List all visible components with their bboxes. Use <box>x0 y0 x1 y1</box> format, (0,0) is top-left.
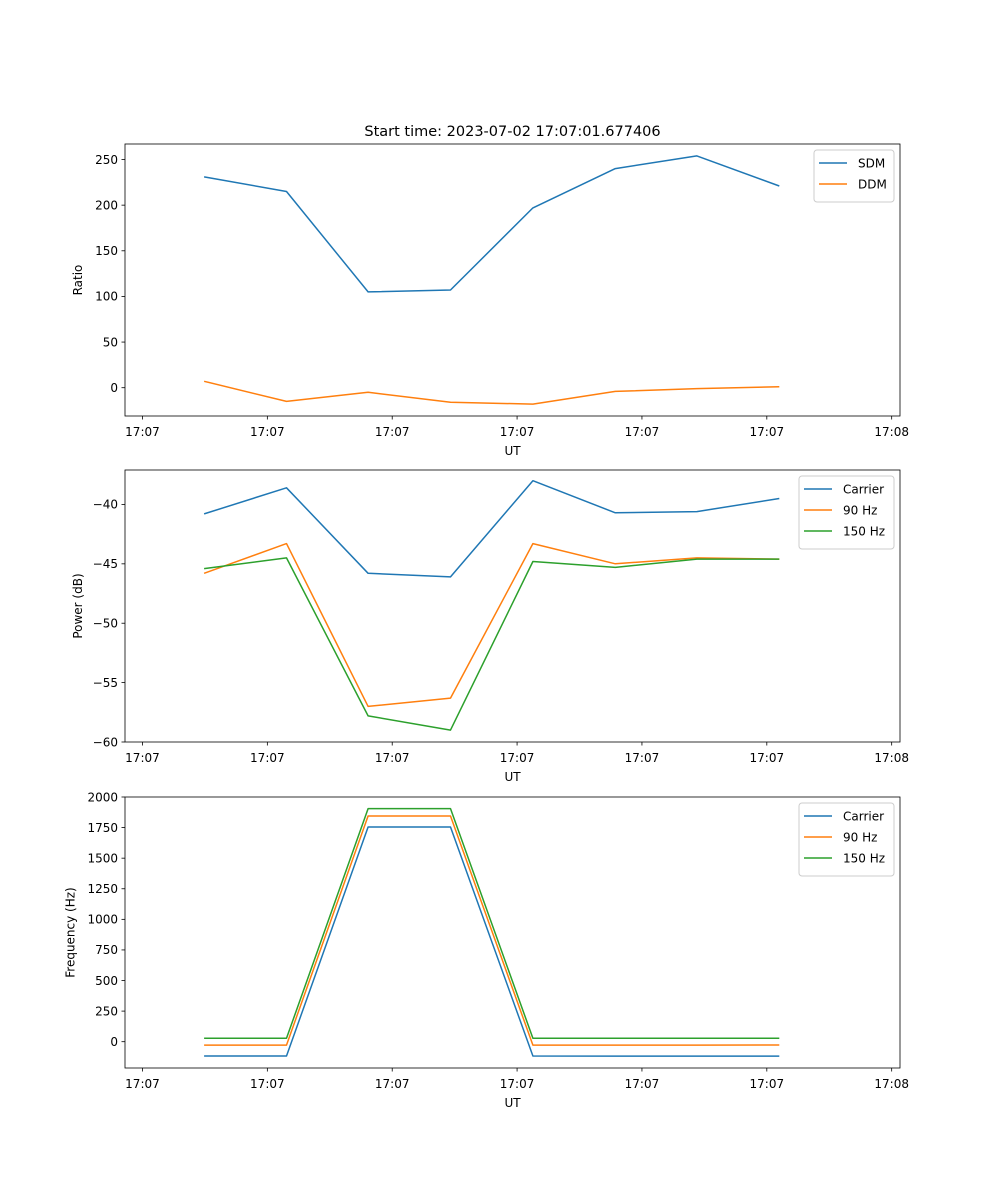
y-tick-label: 0 <box>110 381 118 395</box>
y-tick-label: −60 <box>93 735 118 749</box>
y-tick-label: 750 <box>95 943 118 957</box>
x-axis-label: UT <box>504 1096 521 1110</box>
y-tick-label: 50 <box>103 335 118 349</box>
y-tick-label: 100 <box>95 290 118 304</box>
legend-entry: DDM <box>858 177 887 191</box>
x-tick-label: 17:07 <box>500 751 535 765</box>
y-tick-label: 1500 <box>87 851 118 865</box>
x-tick-label: 17:07 <box>750 1077 785 1091</box>
legend: SDM DDM <box>813 149 895 203</box>
y-tick-label: 250 <box>95 1004 118 1018</box>
series-line-90-hz <box>204 815 780 1046</box>
x-tick-label: 17:07 <box>250 425 285 439</box>
x-tick-label: 17:07 <box>750 751 785 765</box>
x-tick-label: 17:07 <box>125 751 160 765</box>
y-tick-label: −50 <box>93 617 118 631</box>
series-line-sdm <box>203 155 780 293</box>
y-tick-label: −40 <box>93 498 118 512</box>
y-tick-label: 200 <box>95 198 118 212</box>
y-tick-label: 150 <box>95 244 118 258</box>
x-tick-label: 17:07 <box>625 425 660 439</box>
x-tick-label: 17:08 <box>874 1077 909 1091</box>
y-axis-label: Power (dB) <box>71 573 85 638</box>
panel-1: 17:07 17:07 17:07 17:07 17:07 17:07 17:08 UT 0 50… <box>71 143 909 458</box>
series-line-150-hz <box>204 557 780 731</box>
x-tick-label: 17:07 <box>750 425 785 439</box>
y-tick-label: −55 <box>93 676 118 690</box>
x-tick-label: 17:07 <box>500 1077 535 1091</box>
y-tick-label: 500 <box>95 974 118 988</box>
x-tick-label: 17:08 <box>874 425 909 439</box>
series-line-90-hz <box>203 542 780 708</box>
series-line-150-hz <box>204 807 780 1040</box>
legend: Carrier 90 Hz 150 Hz <box>798 475 895 550</box>
x-tick-label: 17:07 <box>250 1077 285 1091</box>
x-tick-label: 17:07 <box>375 425 410 439</box>
x-axis-label: UT <box>504 444 521 458</box>
x-tick-label: 17:08 <box>874 751 909 765</box>
legend-entry: 150 Hz <box>843 524 885 538</box>
legend-entry: 90 Hz <box>843 830 877 844</box>
x-axis-label: UT <box>504 770 521 784</box>
legend-entry: SDM <box>858 156 885 170</box>
panel-2: 17:07 17:07 17:07 17:07 17:07 17:07 17:08 UT −60… <box>71 469 909 784</box>
y-tick-label: 0 <box>110 1035 118 1049</box>
x-tick-label: 17:07 <box>375 1077 410 1091</box>
y-tick-label: 2000 <box>87 790 118 804</box>
y-tick-label: 250 <box>95 153 118 167</box>
axes-frame <box>124 469 901 743</box>
y-tick-label: −45 <box>93 557 118 571</box>
x-tick-label: 17:07 <box>625 1077 660 1091</box>
series-line-carrier <box>203 479 780 578</box>
x-tick-label: 17:07 <box>500 425 535 439</box>
series-line-ddm <box>203 380 780 405</box>
legend: Carrier 90 Hz 150 Hz <box>798 802 895 877</box>
panel-3: 17:07 17:07 17:07 17:07 17:07 17:07 17:08 UT 0 25… <box>64 790 909 1110</box>
x-tick-label: 17:07 <box>125 425 160 439</box>
x-tick-label: 17:07 <box>250 751 285 765</box>
axes-frame <box>124 796 901 1069</box>
axes-frame <box>124 143 901 417</box>
y-axis-label: Frequency (Hz) <box>64 887 78 978</box>
legend-entry: 90 Hz <box>843 503 877 517</box>
series-line-carrier <box>204 826 780 1057</box>
legend-entry: 150 Hz <box>843 851 885 865</box>
legend-entry: Carrier <box>843 809 884 823</box>
y-axis-label: Ratio <box>71 265 85 296</box>
x-tick-label: 17:07 <box>375 751 410 765</box>
y-tick-label: 1000 <box>87 913 118 927</box>
chart-title: Start time: 2023-07-02 17:07:01.677406 <box>364 124 660 140</box>
y-tick-label: 1750 <box>87 821 118 835</box>
x-tick-label: 17:07 <box>125 1077 160 1091</box>
x-tick-label: 17:07 <box>625 751 660 765</box>
legend-entry: Carrier <box>843 482 884 496</box>
y-tick-label: 1250 <box>87 882 118 896</box>
